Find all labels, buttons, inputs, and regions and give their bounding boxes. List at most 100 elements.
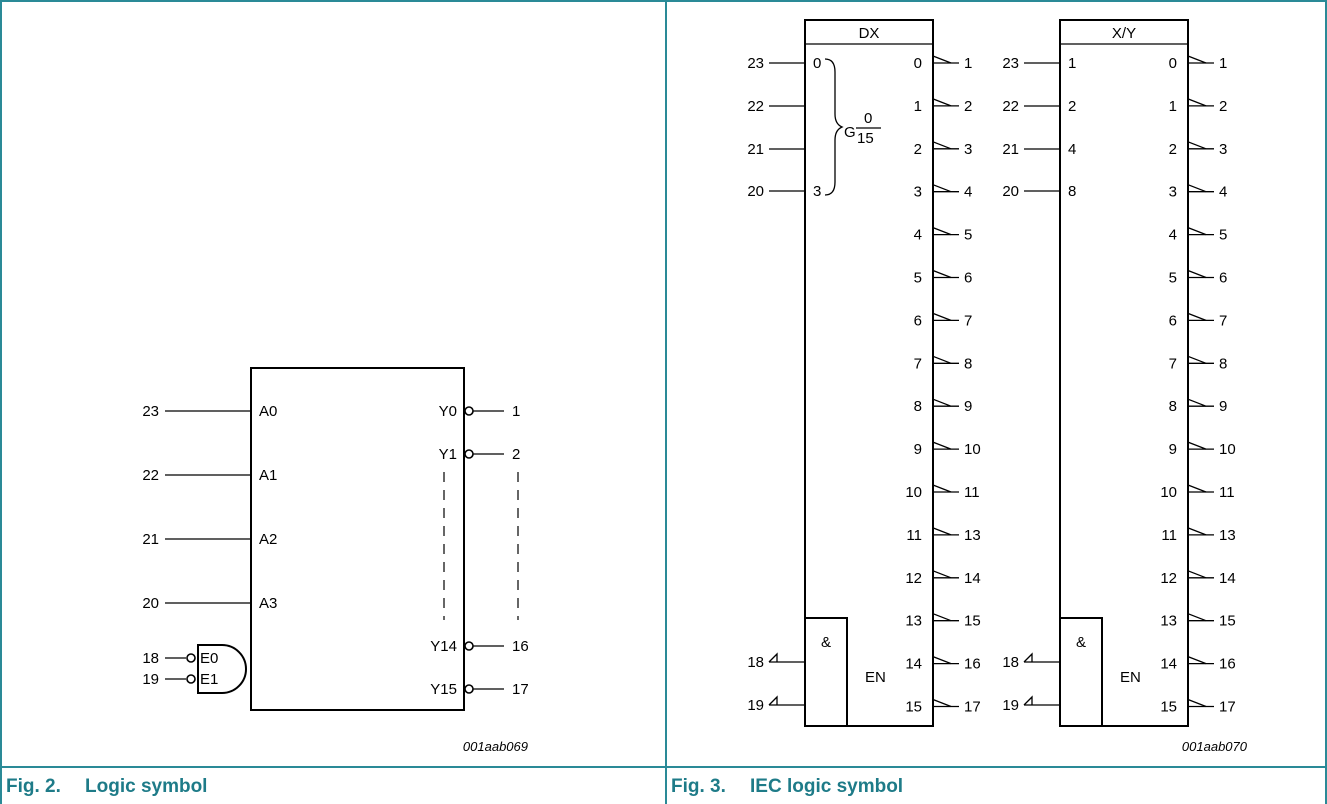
enable-pin-number: 19 — [142, 671, 159, 688]
output-polarity-indicator — [1187, 655, 1207, 665]
dx-output-label: 9 — [914, 441, 922, 458]
xy-output-pin-number: 4 — [1219, 184, 1227, 201]
xy-output-pin-number: 9 — [1219, 398, 1227, 415]
xy-output-pin-number: 14 — [1219, 570, 1236, 587]
dx-output-pin-number: 6 — [964, 270, 972, 287]
output-polarity-indicator — [932, 269, 952, 279]
xy-enable-pin-number: 18 — [1002, 654, 1019, 671]
xy-output-pin-number: 11 — [1219, 484, 1235, 501]
dx-output-label: 10 — [905, 484, 922, 501]
xy-output-pin-number: 8 — [1219, 355, 1227, 372]
dx-output-pin-number: 9 — [964, 398, 972, 415]
figure-2-panel: 23 A0 22 A1 21 A2 20 A3 18 E0 19 E1 Y0 1 Y1 2 Y14 16 Y15… — [0, 0, 666, 804]
enable-and-gate — [197, 644, 247, 694]
dx-output-label: 4 — [914, 227, 922, 244]
dx-output-label: 13 — [905, 613, 922, 630]
output-polarity-indicator — [1187, 55, 1207, 64]
group-top-value: 0 — [864, 110, 872, 127]
address-input-label: A1 — [259, 467, 277, 484]
xy-output-label: 3 — [1169, 184, 1177, 201]
address-input-label: A2 — [259, 531, 277, 548]
dx-enable-pin-number: 19 — [747, 697, 764, 714]
dx-output-label: 3 — [914, 184, 922, 201]
inversion-bubble — [186, 653, 196, 663]
dx-output-label: 7 — [914, 355, 922, 372]
xy-output-label: 5 — [1169, 270, 1177, 287]
address-pin-number: 21 — [142, 531, 159, 548]
xy-output-pin-number: 7 — [1219, 312, 1227, 329]
dx-output-pin-number: 17 — [964, 699, 981, 716]
xy-output-pin-number: 1 — [1219, 55, 1227, 72]
dx-output-pin-number: 3 — [964, 141, 972, 158]
dx-output-label: 8 — [914, 398, 922, 415]
xy-output-label: 9 — [1169, 441, 1177, 458]
dx-output-pin-number: 13 — [964, 527, 981, 544]
dx-output-label: 14 — [905, 656, 922, 673]
dx-output-pin-number: 5 — [964, 227, 972, 244]
output-polarity-indicator — [932, 355, 952, 364]
dx-input-pin-number: 20 — [747, 183, 764, 200]
xy-output-pin-number: 10 — [1219, 441, 1236, 458]
xy-output-label: 4 — [1169, 227, 1177, 244]
output-label: Y1 — [439, 446, 457, 463]
enable-input-label: E0 — [200, 650, 218, 667]
xy-output-label: 15 — [1160, 699, 1177, 716]
xy-output-pin-number: 2 — [1219, 98, 1227, 115]
output-pin-number: 16 — [512, 638, 529, 655]
xy-output-pin-number: 17 — [1219, 699, 1236, 716]
output-label: Y14 — [430, 638, 457, 655]
figure-3-title: IEC logic symbol — [750, 776, 904, 797]
inversion-bubble — [186, 674, 196, 684]
xy-output-label: 6 — [1169, 312, 1177, 329]
output-polarity-indicator — [1187, 570, 1207, 579]
xy-input-label: 1 — [1068, 55, 1076, 72]
xy-input-pin-number: 20 — [1002, 183, 1019, 200]
xy-output-label: 0 — [1169, 55, 1177, 72]
xy-output-label: 1 — [1169, 98, 1177, 115]
xy-input-pin-number: 23 — [1002, 55, 1019, 72]
figure-3-number: Fig. 3. — [671, 776, 726, 797]
xy-and-symbol: & — [1076, 634, 1086, 651]
address-pin-number: 20 — [142, 595, 159, 612]
dx-output-pin-number: 10 — [964, 441, 981, 458]
output-polarity-indicator — [1187, 141, 1207, 150]
dx-output-pin-number: 4 — [964, 184, 972, 201]
dx-output-label: 5 — [914, 270, 922, 287]
dx-output-label: 12 — [905, 570, 922, 587]
output-polarity-indicator — [932, 55, 952, 64]
xy-input-label: 4 — [1068, 141, 1076, 158]
output-pin-number: 1 — [512, 403, 520, 420]
output-polarity-indicator — [1187, 613, 1207, 622]
xy-enable-box — [1059, 617, 1103, 727]
dx-header: DX — [859, 25, 880, 42]
dx-output-label: 2 — [914, 141, 922, 158]
xy-input-label: 8 — [1068, 183, 1076, 200]
enable-input-label: E1 — [200, 671, 218, 688]
address-pin-number: 23 — [142, 403, 159, 420]
dx-input-label: 0 — [813, 55, 821, 72]
figure-2-caption: Fig. 2. Logic symbol — [2, 766, 665, 804]
output-polarity-indicator — [1187, 398, 1207, 407]
decoder-body — [250, 367, 465, 711]
address-input-label: A0 — [259, 403, 277, 420]
dx-input-pin-number: 21 — [747, 141, 764, 158]
input-polarity-indicator — [768, 695, 778, 706]
output-polarity-indicator — [932, 527, 952, 536]
xy-en-label: EN — [1120, 669, 1141, 686]
dx-output-pin-number: 11 — [964, 484, 980, 501]
figure-2-number: Fig. 2. — [6, 776, 61, 797]
xy-output-label: 12 — [1160, 570, 1177, 587]
output-polarity-indicator — [1187, 226, 1207, 236]
dx-and-symbol: & — [821, 634, 831, 651]
output-pin-number: 17 — [512, 681, 529, 698]
dx-block — [804, 19, 934, 727]
group-label: G — [844, 124, 856, 141]
xy-output-pin-number: 6 — [1219, 270, 1227, 287]
output-polarity-indicator — [932, 441, 952, 450]
dx-output-pin-number: 8 — [964, 355, 972, 372]
dx-en-label: EN — [865, 669, 886, 686]
group-brace — [824, 58, 844, 196]
xy-output-label: 11 — [1161, 527, 1177, 544]
dx-output-label: 6 — [914, 312, 922, 329]
xy-output-pin-number: 13 — [1219, 527, 1236, 544]
